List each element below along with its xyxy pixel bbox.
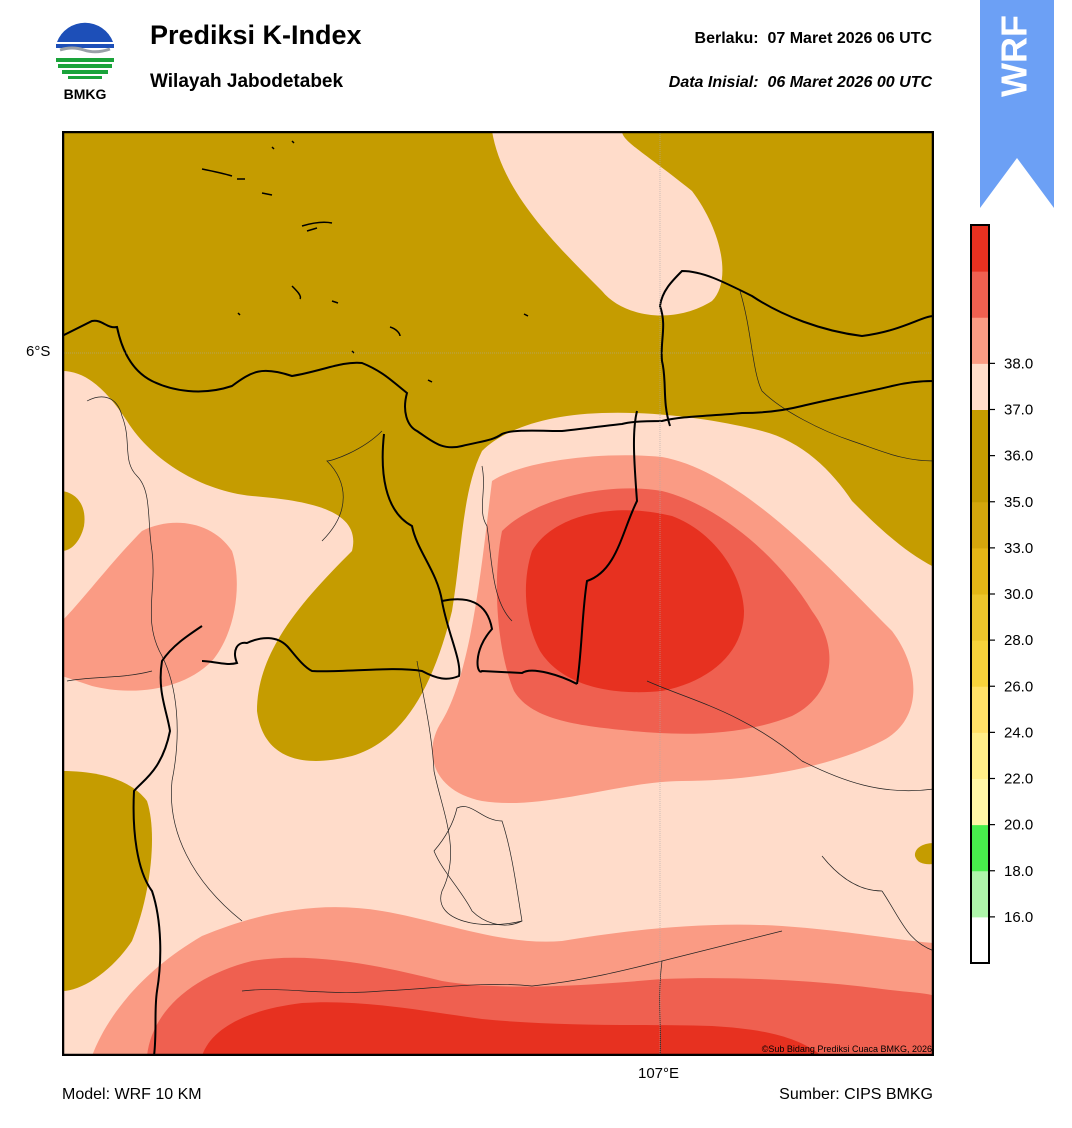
colorbar-segment (971, 501, 989, 549)
colorbar-tick-label: 26.0 (1004, 678, 1033, 695)
bmkg-logo: BMKG (50, 20, 122, 104)
latitude-label: 6°S (26, 343, 51, 360)
k-index-map (61, 130, 935, 1057)
colorbar-segment (971, 271, 989, 318)
colorbar-segment (971, 640, 989, 687)
regency-boundaries (66, 290, 934, 1056)
contour-olive-west-blob (62, 491, 85, 551)
valid-label: Berlaku: (694, 30, 759, 47)
map-border (61, 130, 935, 1057)
colorbar-segment (971, 455, 989, 503)
page-title: Prediksi K-Index (150, 20, 362, 50)
contour-olive-southwest (62, 771, 152, 991)
wrf-ribbon: WRF (980, 0, 1054, 210)
province-boundaries (132, 410, 639, 1056)
colorbar-border (970, 224, 990, 964)
colorbar-tick-label: 30.0 (1004, 586, 1033, 603)
longitude-label: 107°E (638, 1065, 680, 1082)
source-info: Sumber: CIPS BMKG (779, 1086, 933, 1103)
contour-olive-east-blob (914, 843, 934, 865)
contour-band-38-south (202, 1002, 822, 1056)
colorbar-segment (971, 686, 989, 733)
logo-text: BMKG (64, 86, 107, 102)
valid-value: 07 Maret 2026 06 UTC (767, 30, 932, 47)
colorbar-tick-label: 24.0 (1004, 724, 1033, 741)
colorbar-tick-label: 22.0 (1004, 771, 1033, 788)
colorbar-tick-label: 35.0 (1004, 494, 1033, 511)
ribbon-text: WRF (994, 15, 1035, 97)
colorbar-segment (971, 409, 989, 457)
colorbar-segment (971, 870, 989, 918)
init-time: Data Inisial: 06 Maret 2026 00 UTC (669, 74, 932, 92)
colorbar-segment (971, 547, 989, 595)
coastline (62, 319, 934, 449)
colorbar-segment (971, 916, 989, 964)
colorbar-tick-label: 18.0 (1004, 863, 1033, 880)
colorbar-segment (971, 317, 989, 364)
coastline-east (658, 269, 934, 427)
k-index-colorbar: 16.0 18.0 20.0 22.0 24.0 26.0 28.0 30.0 33.0 35.0… (960, 218, 1072, 974)
colorbar-tick-label: 16.0 (1004, 909, 1033, 926)
valid-time: Berlaku: 07 Maret 2026 06 UTC (695, 30, 932, 48)
init-value: 06 Maret 2026 00 UTC (767, 74, 932, 91)
colorbar-segment (971, 225, 989, 272)
colorbar-tick-label: 37.0 (1004, 402, 1033, 419)
colorbar-segment (971, 363, 989, 410)
colorbar-tick-label: 38.0 (1004, 355, 1033, 372)
init-label: Data Inisial: (668, 74, 759, 91)
model-info: Model: WRF 10 KM (62, 1086, 202, 1103)
bmkg-emblem-icon: BMKG (54, 22, 116, 102)
map-canvas (61, 130, 935, 1057)
colorbar-segment (971, 778, 989, 826)
colorbar-segment (971, 824, 989, 872)
colorbar-tick-label: 20.0 (1004, 817, 1033, 834)
ribbon-shape (980, 0, 1054, 208)
colorbar-tick-label: 33.0 (1004, 540, 1033, 557)
region-subtitle: Wilayah Jabodetabek (150, 71, 344, 92)
colorbar-tick-label: 36.0 (1004, 448, 1033, 465)
contour-olive-north (62, 131, 934, 761)
thousand-islands (201, 140, 529, 383)
copyright-text: ©Sub Bidang Prediksi Cuaca BMKG, 2026 (761, 1044, 932, 1054)
colorbar-tick-label: 28.0 (1004, 632, 1033, 649)
colorbar-segment (971, 732, 989, 779)
regency-outline-south (433, 806, 523, 926)
colorbar-segment (971, 594, 989, 641)
contour-band-36-west (62, 522, 237, 691)
